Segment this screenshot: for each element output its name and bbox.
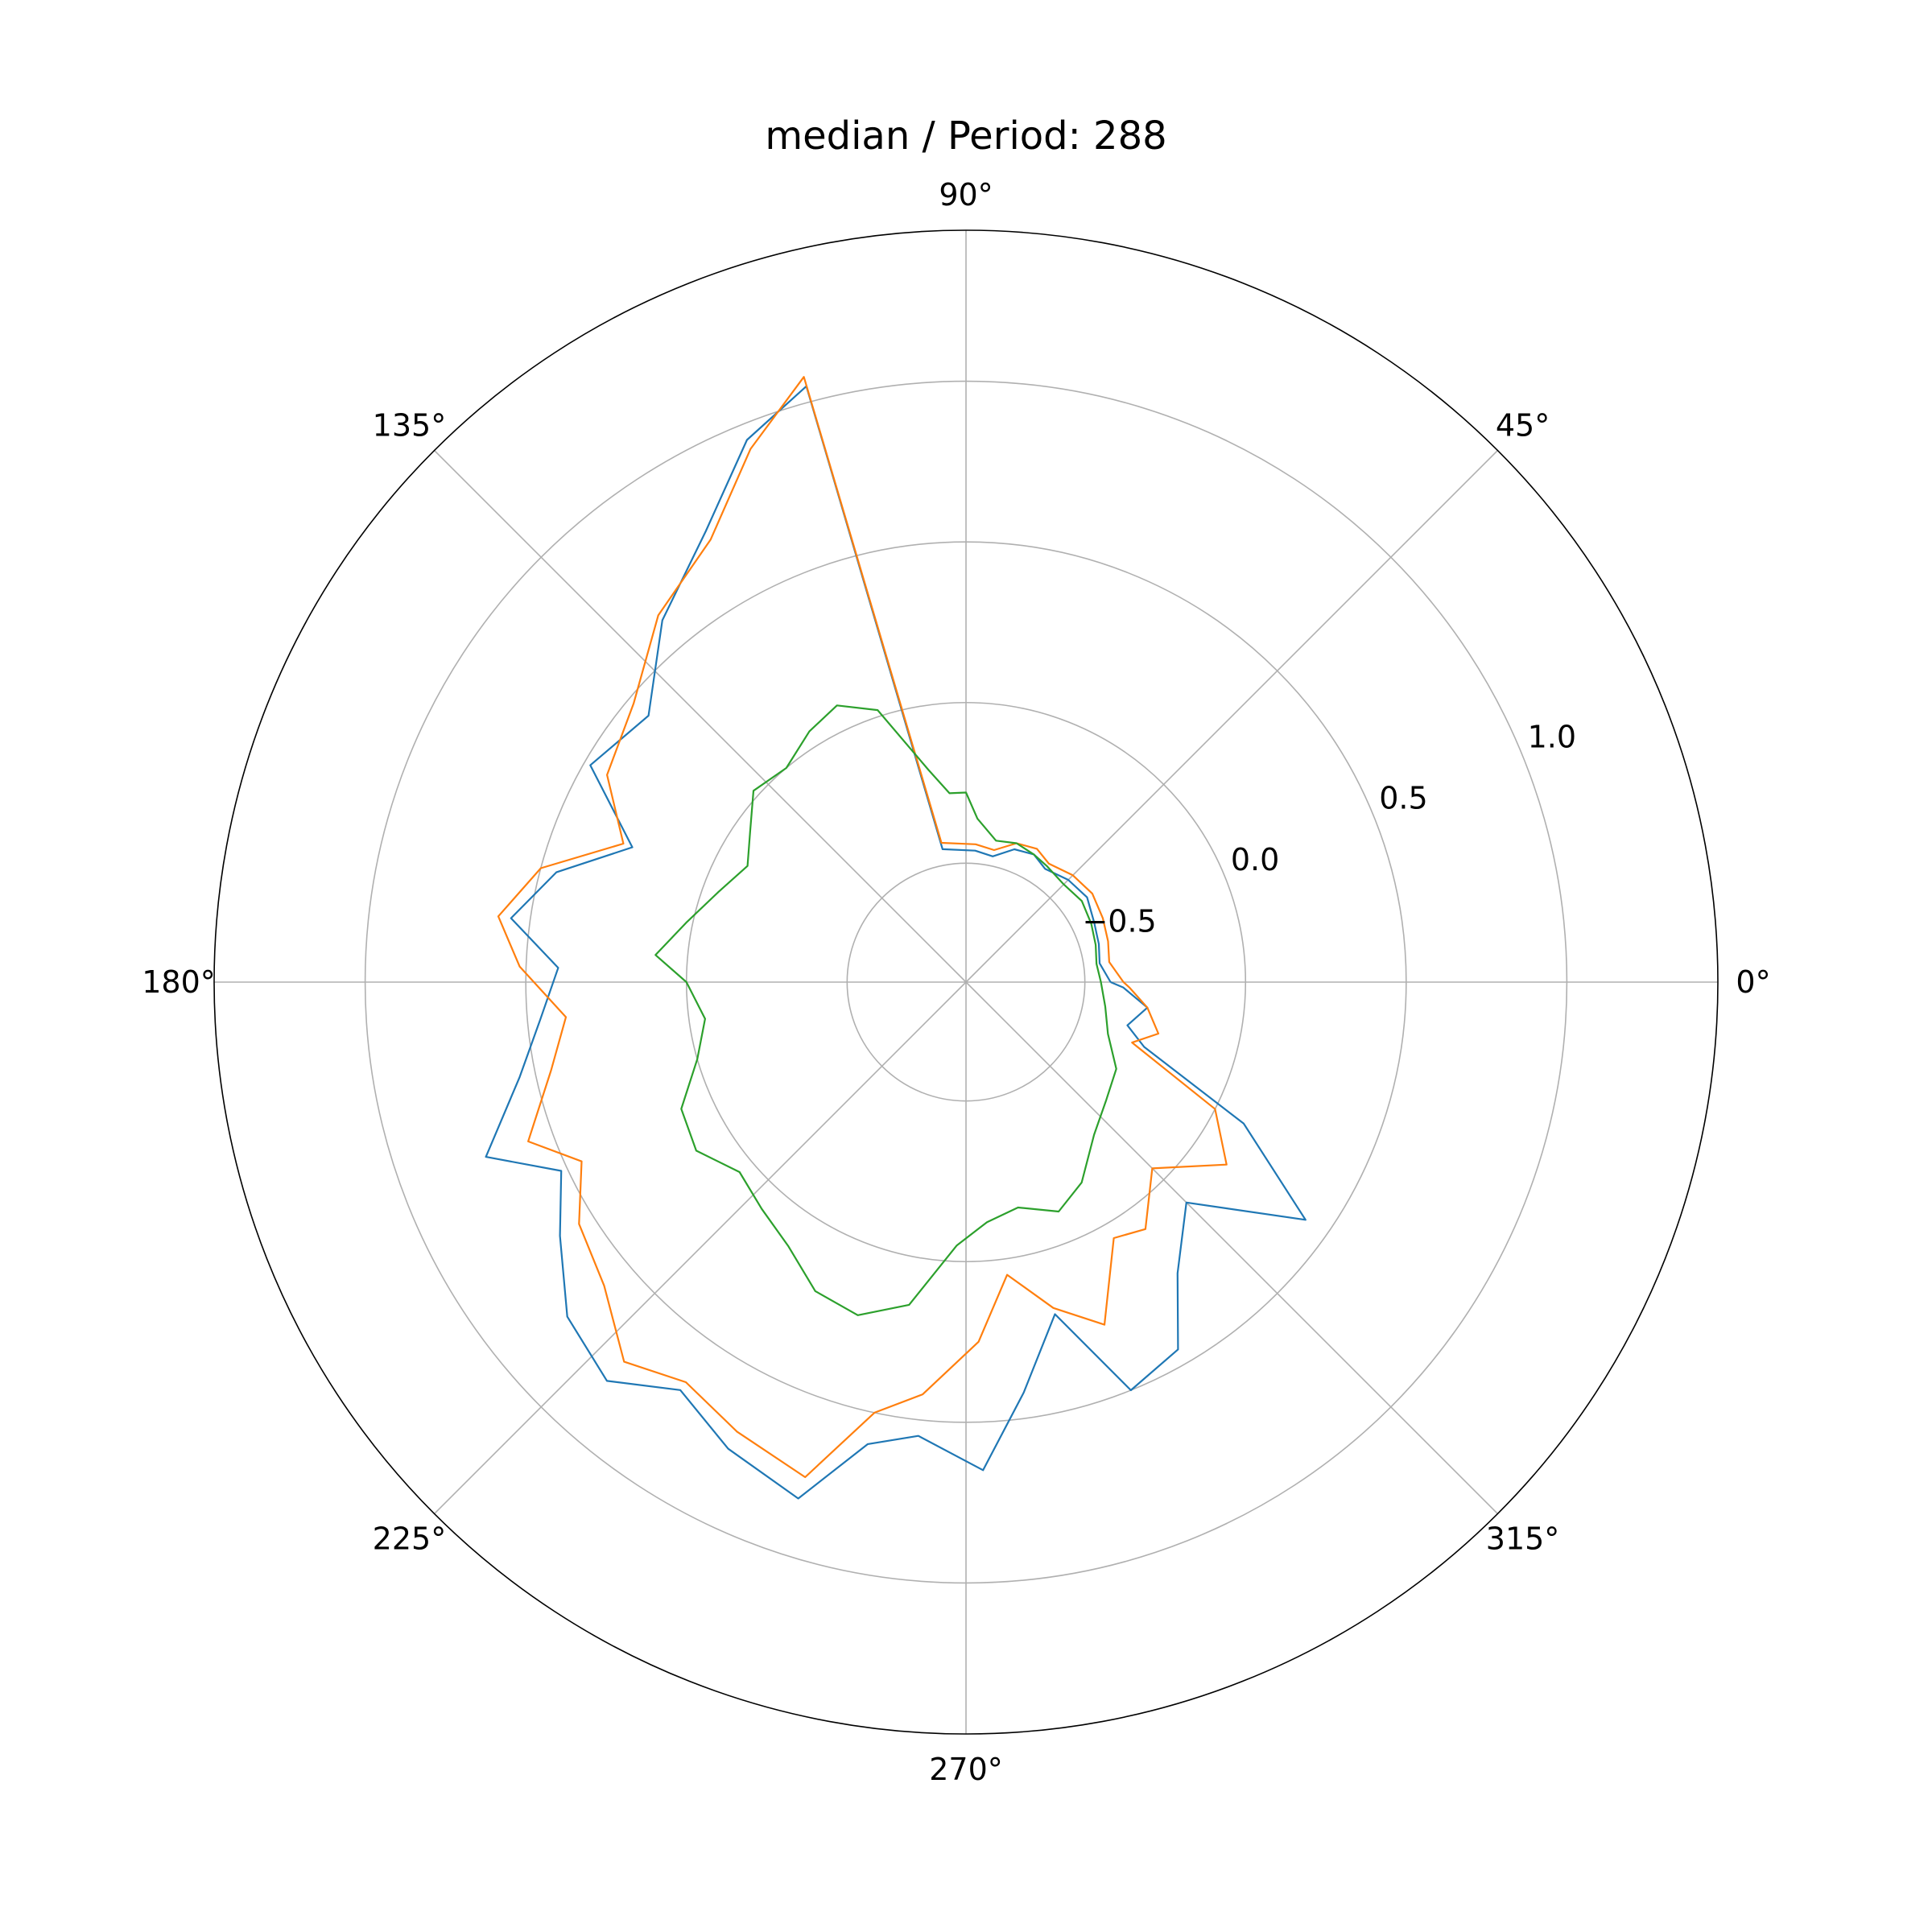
- radial-tick-label: 1.0: [1528, 719, 1576, 754]
- polar-frame: [213, 229, 1719, 1735]
- angle-tick-label: 45°: [1496, 407, 1550, 443]
- axis-labels: −0.5 0.0 0.5 1.0 0° 45° 90° 135° 180° 225° 270° 315…: [142, 177, 1770, 1787]
- chart-title: median / Period: 288: [765, 114, 1166, 159]
- series-line-3: [654, 704, 1117, 1316]
- angular-gridline: [965, 449, 1499, 983]
- angle-tick-label: 225°: [373, 1521, 447, 1557]
- series-layer: [485, 376, 1307, 1500]
- angle-tick-label: 135°: [373, 407, 447, 443]
- radial-tick-label: 0.5: [1379, 781, 1427, 816]
- angle-tick-label: 180°: [142, 964, 216, 1000]
- series-line-1: [485, 385, 1307, 1500]
- series-line-2: [497, 376, 1228, 1479]
- angular-gridline: [433, 449, 967, 983]
- angle-tick-label: 0°: [1736, 964, 1770, 1000]
- angle-tick-label: 315°: [1486, 1521, 1560, 1557]
- angle-tick-label: 90°: [939, 177, 993, 213]
- angle-tick-label: 270°: [929, 1752, 1003, 1787]
- radial-tick-label: −0.5: [1082, 903, 1156, 939]
- polar-grid: [214, 230, 1718, 1734]
- angular-gridline: [965, 981, 1499, 1515]
- angular-gridline: [433, 981, 967, 1515]
- radial-tick-label: 0.0: [1231, 842, 1279, 877]
